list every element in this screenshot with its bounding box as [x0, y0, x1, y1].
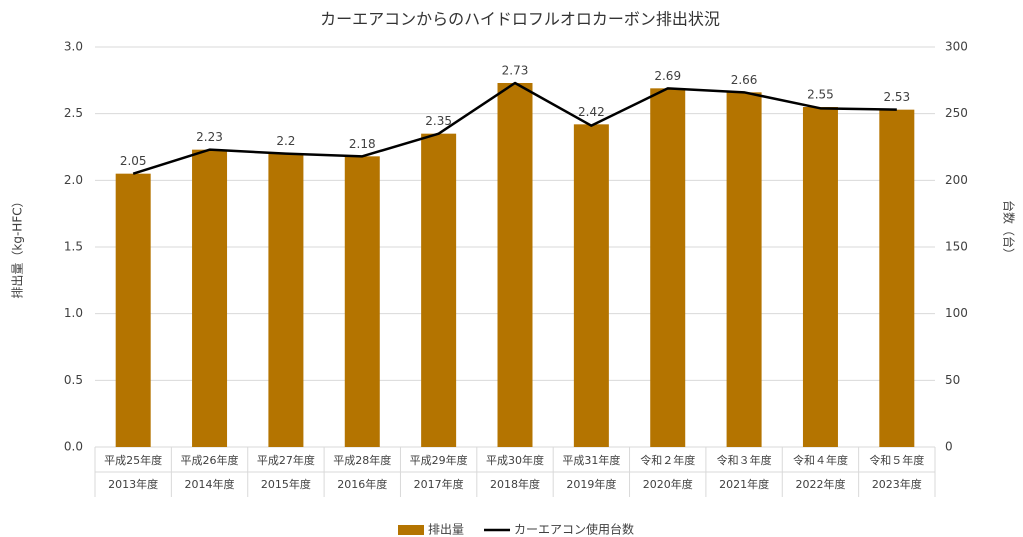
y-tick-label: 1.0 — [64, 306, 83, 320]
y2-tick-label: 50 — [945, 373, 960, 387]
legend-label: 排出量 — [428, 523, 464, 537]
data-label: 2.73 — [502, 64, 529, 78]
data-label: 2.35 — [425, 114, 452, 128]
x-tick-label: 2017年度 — [414, 477, 464, 491]
data-label: 2.53 — [883, 90, 910, 104]
chart-title: カーエアコンからのハイドロフルオロカーボン排出状況 — [320, 10, 720, 29]
x-tick-label: 令和２年度 — [640, 453, 695, 467]
x-tick-label: 2015年度 — [261, 477, 311, 491]
x-tick-label: 平成29年度 — [410, 453, 468, 467]
y2-tick-label: 100 — [945, 306, 968, 320]
y-tick-label: 1.5 — [64, 240, 83, 254]
x-tick-label: 2022年度 — [795, 477, 845, 491]
y2-tick-label: 200 — [945, 173, 968, 187]
data-label: 2.23 — [196, 130, 223, 144]
x-tick-label: 令和３年度 — [717, 453, 772, 467]
x-tick-label: 2019年度 — [566, 477, 616, 491]
bar — [573, 124, 609, 447]
y2-tick-label: 150 — [945, 240, 968, 254]
data-label: 2.66 — [731, 73, 758, 87]
y-axis-label: 排出量（kg-HFC） — [11, 195, 25, 298]
bar — [344, 156, 380, 448]
data-label: 2.05 — [120, 154, 147, 168]
x-tick-label: 2018年度 — [490, 477, 540, 491]
bar — [421, 133, 457, 447]
x-tick-label: 2020年度 — [643, 477, 693, 491]
y-tick-label: 2.0 — [64, 173, 83, 187]
bar — [879, 109, 915, 448]
x-tick-label: 2023年度 — [872, 477, 922, 491]
y-tick-label: 3.0 — [64, 40, 83, 54]
bar — [268, 153, 304, 447]
bar — [115, 173, 151, 447]
x-tick-label: 平成30年度 — [486, 453, 544, 467]
x-tick-label: 2021年度 — [719, 477, 769, 491]
bar — [726, 92, 762, 447]
x-tick-label: 令和５年度 — [869, 453, 924, 467]
y2-tick-label: 250 — [945, 106, 968, 120]
legend-swatch — [398, 525, 424, 535]
x-tick-label: 平成28年度 — [333, 453, 391, 467]
y2-tick-label: 0 — [945, 440, 953, 454]
x-tick-label: 平成27年度 — [257, 453, 315, 467]
line — [132, 81, 897, 175]
y-tick-label: 0.0 — [64, 440, 83, 454]
data-label: 2.2 — [276, 134, 295, 148]
x-tick-label: 平成26年度 — [181, 453, 239, 467]
x-tick-label: 平成25年度 — [104, 453, 162, 467]
data-label: 2.42 — [578, 105, 605, 119]
legend-label: カーエアコン使用台数 — [514, 522, 634, 537]
x-tick-label: 平成31年度 — [562, 453, 620, 467]
x-tick-label: 令和４年度 — [793, 453, 848, 467]
data-label: 2.55 — [807, 88, 834, 102]
y-tick-label: 0.5 — [64, 373, 83, 387]
y-tick-label: 2.5 — [64, 106, 83, 120]
bar — [192, 149, 228, 447]
data-label: 2.69 — [654, 69, 681, 83]
y2-axis-label: 台数（台） — [1002, 200, 1017, 260]
data-label: 2.18 — [349, 137, 376, 151]
x-tick-label: 2014年度 — [185, 477, 235, 491]
x-tick-label: 2016年度 — [337, 477, 387, 491]
bar — [802, 107, 838, 447]
bar — [497, 83, 533, 447]
x-tick-label: 2013年度 — [108, 477, 158, 491]
y2-tick-label: 300 — [945, 40, 968, 54]
bar — [650, 88, 686, 447]
